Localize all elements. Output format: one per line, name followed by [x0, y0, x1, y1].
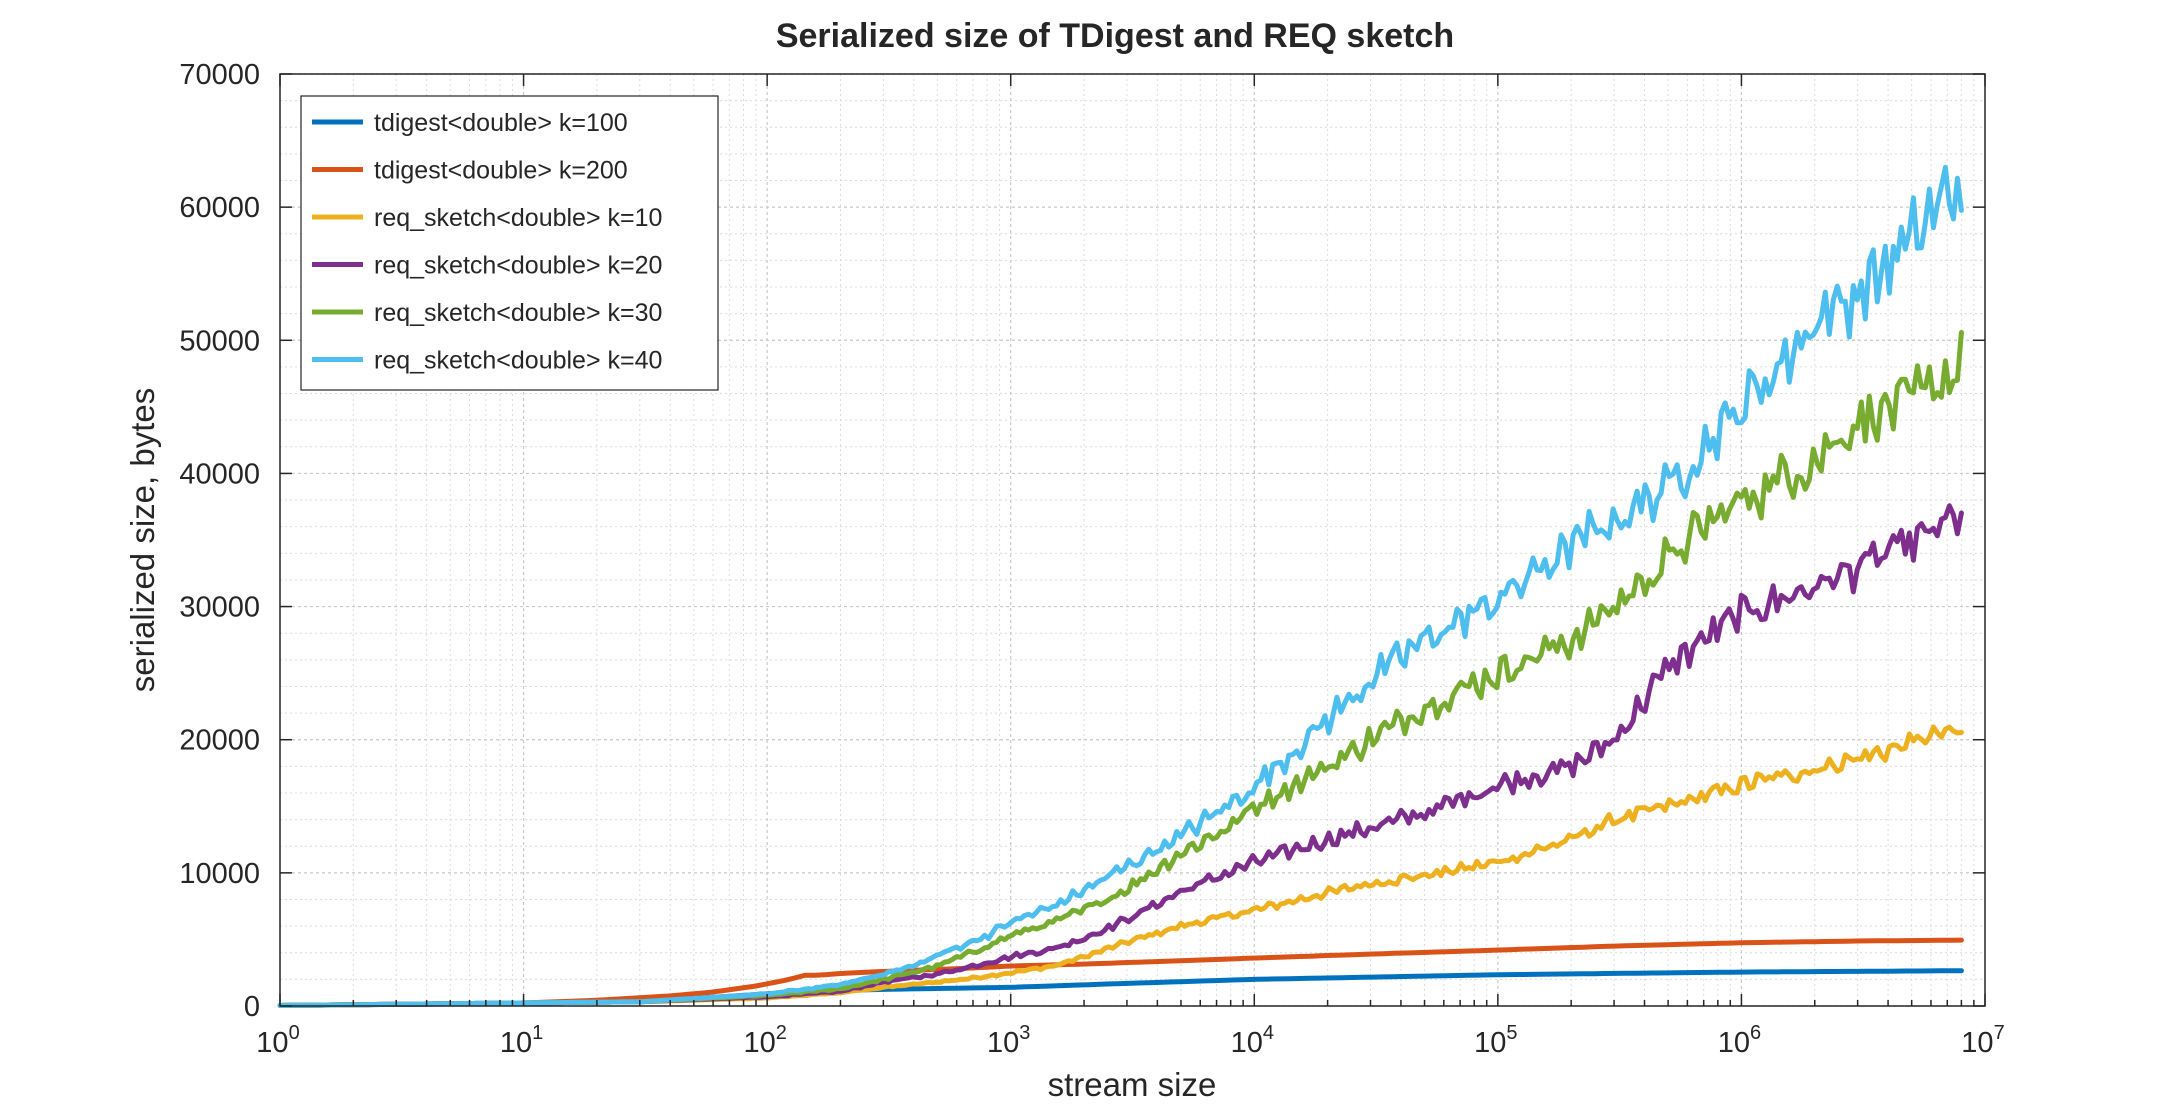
legend-label: req_sketch<double> k=30 — [374, 299, 662, 327]
x-tick-base: 10 — [500, 1027, 532, 1059]
x-tick-label: 105 — [1474, 1022, 1517, 1059]
legend-box — [300, 95, 719, 391]
x-tick-exponent: 4 — [1263, 1022, 1274, 1044]
legend-label: tdigest<double> k=200 — [374, 157, 628, 185]
x-tick-base: 10 — [1718, 1027, 1750, 1059]
legend: tdigest<double> k=100 tdigest<double> k=2… — [300, 95, 719, 391]
y-tick-label: 20000 — [179, 725, 260, 757]
y-tick-label: 60000 — [179, 192, 260, 224]
x-tick-label: 103 — [987, 1022, 1030, 1059]
legend-items: tdigest<double> k=100 tdigest<double> k=2… — [312, 109, 662, 375]
y-tick-label: 70000 — [179, 59, 260, 91]
x-tick-exponent: 0 — [289, 1022, 300, 1044]
y-tick-labels: 0 10000 20000 30000 40000 50000 60000 70000 — [179, 59, 260, 1023]
x-tick-label: 101 — [500, 1022, 543, 1059]
y-axis-label: serialized size, bytes — [124, 388, 161, 692]
axis-ticks — [279, 73, 1986, 1007]
x-tick-label: 107 — [1961, 1022, 2004, 1059]
legend-label: req_sketch<double> k=10 — [374, 204, 662, 232]
legend-label: req_sketch<double> k=20 — [374, 252, 662, 280]
x-tick-label: 100 — [256, 1022, 299, 1059]
y-tick-label: 30000 — [179, 592, 260, 624]
legend-label: tdigest<double> k=100 — [374, 109, 628, 137]
x-tick-exponent: 1 — [532, 1022, 543, 1044]
x-axis-label: stream size — [1048, 1066, 1217, 1103]
x-tick-exponent: 3 — [1019, 1022, 1030, 1044]
x-tick-label: 106 — [1718, 1022, 1761, 1059]
x-tick-exponent: 7 — [1994, 1022, 2005, 1044]
x-tick-base: 10 — [256, 1027, 288, 1059]
data-series — [277, 164, 1964, 1008]
x-tick-base: 10 — [987, 1027, 1019, 1059]
axes-box — [279, 73, 1986, 1007]
y-tick-label: 10000 — [179, 858, 260, 890]
chart-title: Serialized size of TDigest and REQ sketc… — [776, 17, 1454, 55]
x-tick-base: 10 — [743, 1027, 775, 1059]
x-tick-base: 10 — [1231, 1027, 1263, 1059]
series-line-6 — [277, 164, 1964, 1008]
y-tick-label: 50000 — [179, 325, 260, 357]
y-tick-label: 0 — [244, 991, 260, 1023]
x-tick-label: 102 — [743, 1022, 786, 1059]
x-tick-base: 10 — [1961, 1027, 1993, 1059]
legend-label: req_sketch<double> k=40 — [374, 347, 662, 375]
x-tick-label: 104 — [1231, 1022, 1274, 1059]
x-tick-exponent: 2 — [776, 1022, 787, 1044]
x-tick-base: 10 — [1474, 1027, 1506, 1059]
x-tick-exponent: 6 — [1750, 1022, 1761, 1044]
y-tick-label: 40000 — [179, 458, 260, 490]
x-tick-exponent: 5 — [1506, 1022, 1517, 1044]
x-tick-labels: 100 101 102 103 104 105 106 107 — [256, 1022, 2004, 1059]
